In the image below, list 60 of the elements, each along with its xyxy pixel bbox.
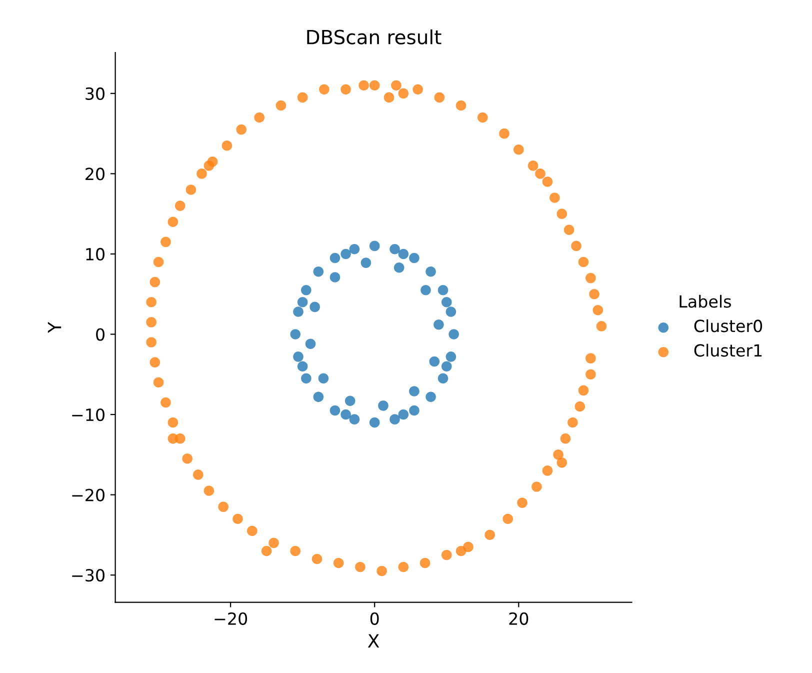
x-tick-label: 0 xyxy=(370,612,379,625)
y-tick-label: −20 xyxy=(72,488,104,502)
point xyxy=(293,306,304,317)
legend-label: Cluster0 xyxy=(694,319,762,332)
x-tick-label: −20 xyxy=(214,612,248,625)
point xyxy=(398,248,409,260)
x-tick-label: 20 xyxy=(509,612,528,625)
point xyxy=(313,266,324,277)
chart-title: DBScan result xyxy=(307,29,442,44)
point xyxy=(349,244,360,254)
point xyxy=(301,373,312,384)
y-tick-label: 0 xyxy=(96,328,104,341)
point xyxy=(446,306,456,317)
point xyxy=(409,252,420,264)
point xyxy=(426,392,436,402)
y-tick-label: 30 xyxy=(86,87,104,100)
point xyxy=(318,373,329,384)
point xyxy=(390,244,400,254)
point xyxy=(344,396,356,406)
point xyxy=(429,356,440,367)
legend-title: Labels xyxy=(680,294,731,308)
point xyxy=(409,386,420,396)
point xyxy=(409,405,420,416)
point xyxy=(349,414,360,424)
point xyxy=(297,296,308,308)
point xyxy=(340,409,351,420)
legend-label: Cluster1 xyxy=(694,344,762,357)
point xyxy=(330,252,340,264)
x-axis-title: X xyxy=(368,634,380,648)
point xyxy=(313,392,324,402)
point xyxy=(398,409,409,420)
point xyxy=(305,338,316,350)
point xyxy=(378,400,388,411)
point xyxy=(446,352,456,362)
point xyxy=(330,405,340,416)
point xyxy=(330,272,340,282)
point xyxy=(310,302,320,312)
point xyxy=(390,414,400,424)
point xyxy=(369,240,380,252)
y-tick-label: −30 xyxy=(72,569,104,582)
point xyxy=(297,361,308,372)
point xyxy=(448,329,459,340)
point xyxy=(426,266,436,277)
point xyxy=(360,258,372,268)
point xyxy=(441,361,452,372)
point xyxy=(301,284,312,296)
y-tick-label: 10 xyxy=(86,248,104,261)
point xyxy=(369,417,380,428)
point xyxy=(441,296,452,308)
point xyxy=(434,319,444,330)
point xyxy=(290,329,301,340)
point xyxy=(394,262,404,273)
point xyxy=(438,373,448,384)
point xyxy=(293,352,304,362)
point xyxy=(438,284,448,296)
y-tick-label: −10 xyxy=(72,408,104,422)
point xyxy=(420,284,431,296)
y-axis-title: Y xyxy=(48,322,62,333)
y-tick-label: 20 xyxy=(86,168,104,180)
point xyxy=(340,248,351,260)
